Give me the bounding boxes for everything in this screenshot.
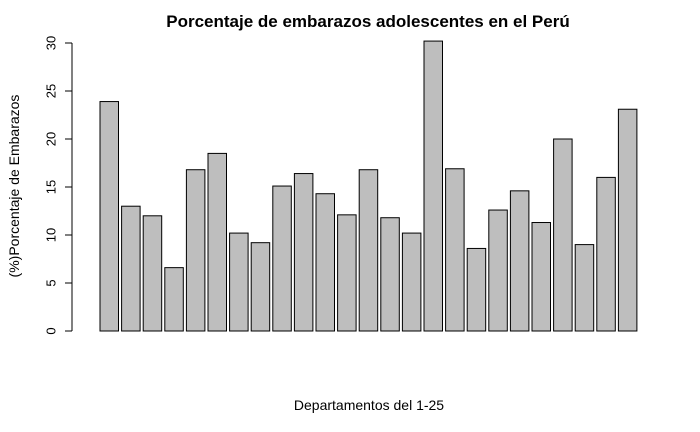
- bar-2: [121, 205, 141, 332]
- y-tick-label: 0: [44, 327, 59, 334]
- bar-14: [380, 217, 400, 332]
- bar-21: [531, 222, 551, 332]
- bar-1: [99, 101, 119, 332]
- chart-title: Porcentaje de embarazos adolescentes en …: [166, 12, 569, 31]
- bar-15: [401, 232, 422, 332]
- bar-10: [293, 173, 314, 332]
- bar-22: [553, 138, 573, 332]
- bar-9: [272, 185, 292, 332]
- y-axis-label: (%)Porcentaje de Embarazos: [6, 95, 22, 278]
- bar-20: [509, 190, 530, 332]
- bar-6: [207, 152, 227, 332]
- bar-8: [250, 242, 271, 332]
- bars-group: [99, 40, 638, 332]
- bar-19: [488, 209, 508, 332]
- bar-16: [423, 40, 443, 332]
- x-axis-label: Departamentos del 1-25: [294, 397, 444, 413]
- bar-25: [617, 108, 638, 332]
- y-tick-label: 25: [44, 84, 59, 98]
- y-tick-label: 10: [44, 228, 59, 242]
- y-tick-label: 5: [44, 279, 59, 286]
- bar-7: [229, 232, 249, 332]
- bar-13: [358, 169, 379, 332]
- bar-11: [315, 193, 335, 332]
- bar-3: [142, 215, 163, 332]
- y-tick-label: 15: [44, 180, 59, 194]
- y-tick-label: 20: [44, 132, 59, 146]
- bar-4: [164, 267, 184, 332]
- bar-12: [337, 214, 357, 332]
- bar-18: [466, 247, 487, 332]
- y-axis: 0 5 10 15 20 25 30: [44, 36, 73, 335]
- bar-23: [574, 244, 595, 332]
- bar-5: [185, 169, 206, 332]
- bar-24: [596, 176, 616, 332]
- y-tick-label: 30: [44, 36, 59, 50]
- bar-17: [445, 168, 465, 332]
